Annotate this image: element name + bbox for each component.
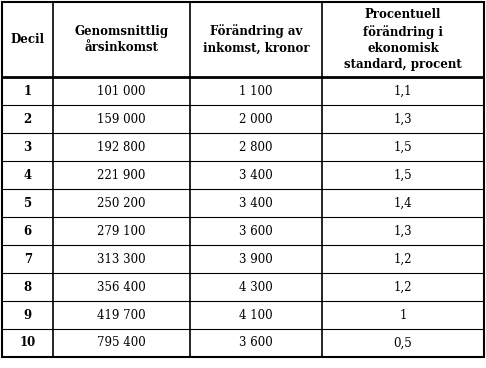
Text: 419 700: 419 700: [97, 308, 146, 322]
Text: 9: 9: [24, 308, 32, 322]
Text: 3 400: 3 400: [240, 197, 273, 210]
Text: Genomsnittlig
årsinkomst: Genomsnittlig årsinkomst: [74, 25, 169, 54]
Text: 1,1: 1,1: [394, 85, 412, 98]
Text: 1,5: 1,5: [394, 169, 412, 182]
Text: 2: 2: [23, 113, 32, 126]
Text: 4 100: 4 100: [240, 308, 273, 322]
Text: 101 000: 101 000: [97, 85, 146, 98]
Text: 1,3: 1,3: [394, 224, 412, 238]
Text: 1: 1: [399, 308, 407, 322]
Text: 221 900: 221 900: [97, 169, 146, 182]
Text: 159 000: 159 000: [97, 113, 146, 126]
Text: 10: 10: [19, 336, 36, 350]
Text: 0,5: 0,5: [394, 336, 412, 350]
Text: 3 400: 3 400: [240, 169, 273, 182]
Text: 1,5: 1,5: [394, 141, 412, 154]
Text: 1,2: 1,2: [394, 252, 412, 266]
Text: 313 300: 313 300: [97, 252, 146, 266]
Text: 1,4: 1,4: [394, 197, 412, 210]
Text: 7: 7: [24, 252, 32, 266]
Text: 1,3: 1,3: [394, 113, 412, 126]
Text: Procentuell
förändring i
ekonomisk
standard, procent: Procentuell förändring i ekonomisk stand…: [344, 8, 462, 71]
Text: 279 100: 279 100: [97, 224, 146, 238]
Text: 2 800: 2 800: [240, 141, 273, 154]
Text: 250 200: 250 200: [97, 197, 146, 210]
Text: 3 600: 3 600: [240, 224, 273, 238]
Text: 1 100: 1 100: [240, 85, 273, 98]
Text: 8: 8: [24, 280, 32, 294]
Text: Decil: Decil: [11, 33, 45, 46]
Text: 1: 1: [24, 85, 32, 98]
Text: 4: 4: [24, 169, 32, 182]
Text: 192 800: 192 800: [97, 141, 146, 154]
Text: 3 900: 3 900: [240, 252, 273, 266]
Text: 6: 6: [24, 224, 32, 238]
Text: 795 400: 795 400: [97, 336, 146, 350]
Text: 3: 3: [23, 141, 32, 154]
Text: 1,2: 1,2: [394, 280, 412, 294]
Text: 3 600: 3 600: [240, 336, 273, 350]
Text: 5: 5: [24, 197, 32, 210]
Text: Förändring av
inkomst, kronor: Förändring av inkomst, kronor: [203, 25, 310, 54]
Text: 2 000: 2 000: [240, 113, 273, 126]
Text: 356 400: 356 400: [97, 280, 146, 294]
Text: 4 300: 4 300: [240, 280, 273, 294]
